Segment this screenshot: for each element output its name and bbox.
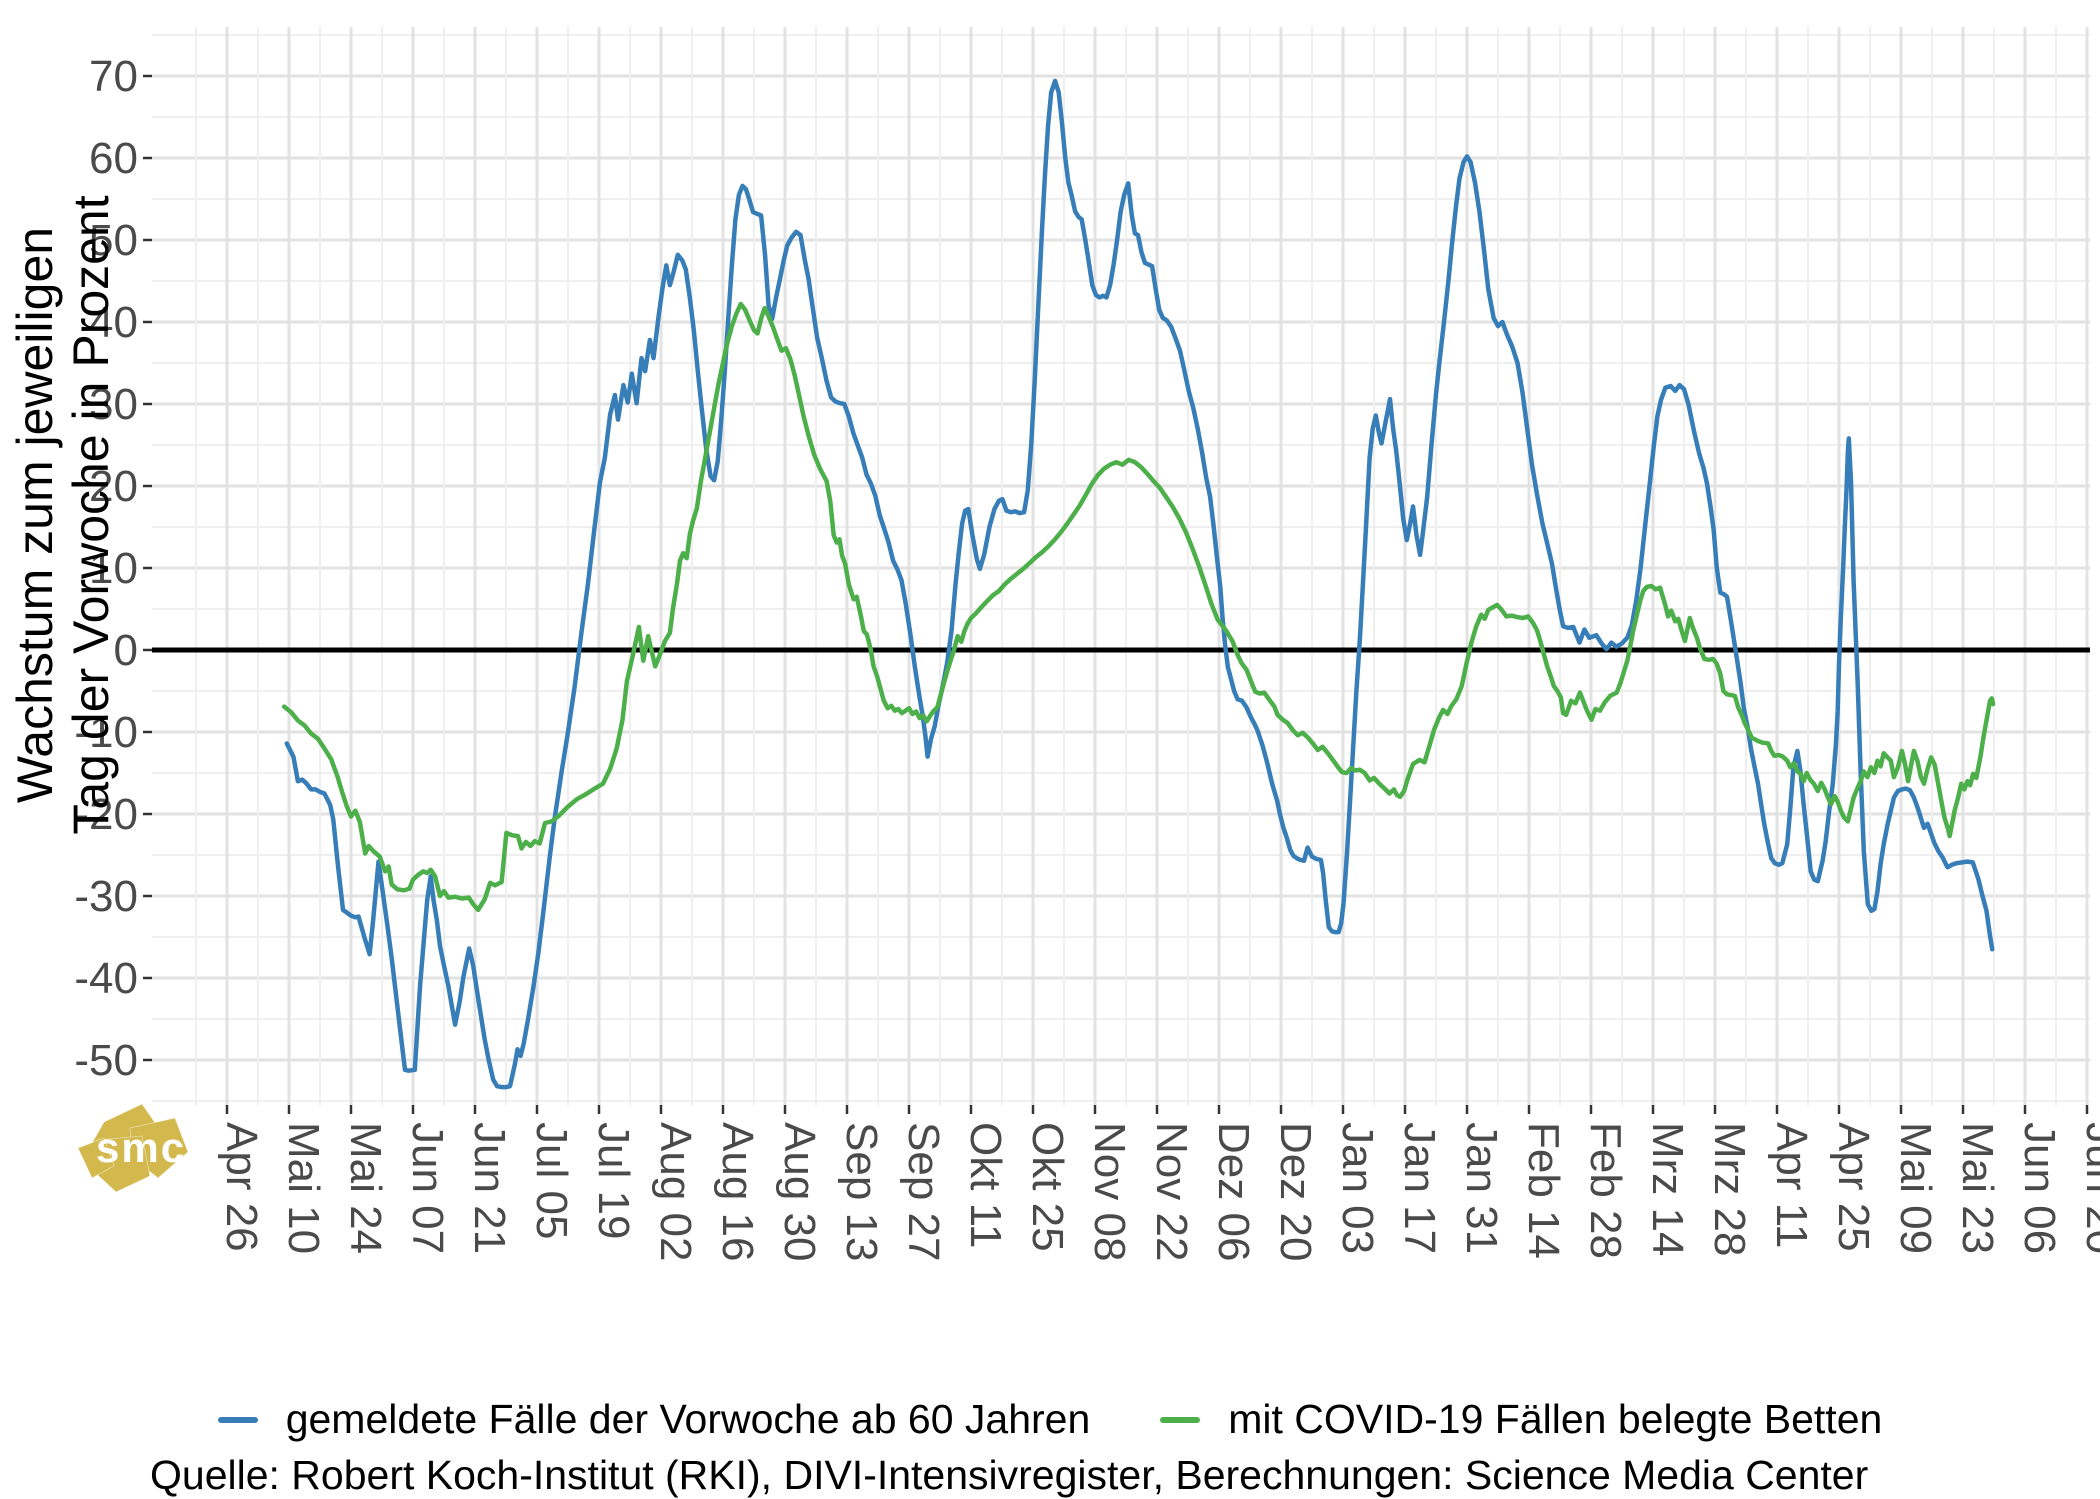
x-tick-label: Sep 27 <box>899 1122 948 1261</box>
x-tick-label: Dez 20 <box>1271 1122 1320 1261</box>
chart-legend: gemeldete Fälle der Vorwoche ab 60 Jahre… <box>0 1396 2100 1443</box>
x-tick-label: Feb 14 <box>1519 1122 1568 1259</box>
data-series <box>281 78 1996 1090</box>
x-tick-label: Jan 03 <box>1333 1122 1382 1254</box>
x-tick-label: Okt 25 <box>1023 1122 1072 1252</box>
y-tick-label: 10 <box>89 544 138 593</box>
y-tick-label: 30 <box>89 380 138 429</box>
x-tick-label: Apr 26 <box>217 1122 266 1252</box>
x-tick-label: Okt 11 <box>961 1122 1010 1248</box>
x-tick-label: Mai 09 <box>1891 1122 1940 1254</box>
legend-item-cases: gemeldete Fälle der Vorwoche ab 60 Jahre… <box>217 1396 1091 1443</box>
x-tick-label: Mrz 28 <box>1705 1122 1754 1256</box>
x-tick-label: Feb 28 <box>1581 1122 1630 1259</box>
series-line-1 <box>281 301 1996 913</box>
y-tick-label: 0 <box>114 626 138 675</box>
x-tick-label: Nov 08 <box>1085 1122 1134 1261</box>
x-tick-label: Sep 13 <box>837 1122 886 1261</box>
y-tick-label: -30 <box>74 872 138 921</box>
x-tick-label: Aug 16 <box>713 1122 762 1261</box>
y-tick-label: 60 <box>89 134 138 183</box>
y-tick-label: 70 <box>89 52 138 101</box>
series-line-0 <box>284 78 1995 1090</box>
y-tick-label: 20 <box>89 462 138 511</box>
legend-item-beds: mit COVID-19 Fällen belegte Betten <box>1160 1396 1882 1443</box>
x-tick-label: Aug 02 <box>651 1122 700 1261</box>
x-tick-label: Jun 06 <box>2015 1122 2064 1254</box>
y-axis-title-line1: Wachstum zum jeweiligen <box>7 227 63 803</box>
x-tick-label: Jun 20 <box>2077 1122 2100 1254</box>
y-tick-label: 40 <box>89 298 138 347</box>
x-tick-label: Jan 17 <box>1395 1122 1444 1254</box>
legend-label-beds: mit COVID-19 Fällen belegte Betten <box>1228 1396 1883 1442</box>
x-tick-label: Jun 07 <box>403 1122 452 1254</box>
y-tick-label: -20 <box>74 790 138 839</box>
x-tick-label: Mai 23 <box>1953 1122 2002 1254</box>
x-tick-label: Jul 19 <box>589 1122 638 1239</box>
smc-logo-crystal <box>77 1103 189 1193</box>
legend-line-swatch-blue <box>217 1416 258 1423</box>
y-tick-label: -40 <box>74 954 138 1003</box>
legend-line-swatch-green <box>1160 1416 1201 1423</box>
x-tick-label: Nov 22 <box>1147 1122 1196 1261</box>
y-tick-label: -10 <box>74 708 138 757</box>
x-tick-label: Jan 31 <box>1457 1122 1506 1254</box>
x-tick-label: Dez 06 <box>1209 1122 1258 1261</box>
source-attribution: Quelle: Robert Koch-Institut (RKI), DIVI… <box>150 1452 1869 1498</box>
legend-label-cases: gemeldete Fälle der Vorwoche ab 60 Jahre… <box>285 1396 1091 1442</box>
x-tick-label: Mai 24 <box>341 1122 390 1254</box>
axes: -50 -40 -30 -20 -10 0 10 20 30 40 50 60 70 Apr 26 Mai … <box>74 52 2100 1261</box>
x-tick-label: Jul 05 <box>527 1122 576 1239</box>
smc-logo-text: smc <box>96 1124 186 1171</box>
smc-logo: smc <box>77 1103 189 1193</box>
y-tick-label: -50 <box>74 1036 138 1085</box>
x-tick-label: Mai 10 <box>279 1122 328 1254</box>
x-tick-label: Aug 30 <box>775 1122 824 1261</box>
x-tick-label: Apr 25 <box>1829 1122 1878 1252</box>
y-axis-title-line2: Tag der Vorwoche in Prozent <box>63 195 119 834</box>
x-tick-label: Apr 11 <box>1767 1122 1816 1248</box>
y-tick-label: 50 <box>89 216 138 265</box>
x-tick-label: Jun 21 <box>465 1122 514 1254</box>
grid-lines <box>152 27 2090 1105</box>
x-tick-label: Mrz 14 <box>1643 1122 1692 1256</box>
